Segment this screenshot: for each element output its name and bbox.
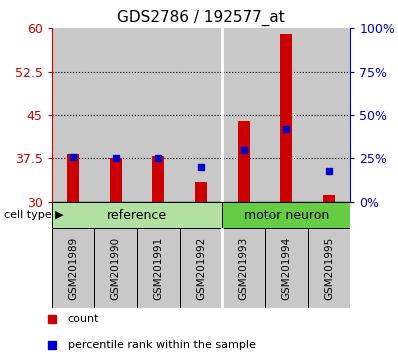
Bar [308,228,350,308]
Text: count: count [68,314,99,325]
Bar [195,182,207,202]
Bar [179,28,222,202]
Bar [52,202,222,228]
Bar [222,202,350,228]
Text: GSM201992: GSM201992 [196,236,206,300]
Bar [52,28,94,202]
Title: GDS2786 / 192577_at: GDS2786 / 192577_at [117,9,285,25]
Bar [94,228,137,308]
Bar [67,154,79,202]
Bar [137,228,179,308]
Bar [94,28,137,202]
Bar [52,228,94,308]
Bar [222,28,265,202]
Text: GSM201993: GSM201993 [239,236,249,300]
Text: GSM201995: GSM201995 [324,236,334,300]
Text: GSM201991: GSM201991 [153,236,163,300]
Bar [152,155,164,202]
Text: reference: reference [107,209,167,222]
Bar [222,228,265,308]
Text: GSM201989: GSM201989 [68,236,78,300]
Bar [280,34,292,202]
Text: GSM201994: GSM201994 [281,236,291,300]
Bar [265,228,308,308]
Bar [238,121,250,202]
Bar [179,228,222,308]
Bar [323,195,335,202]
Text: percentile rank within the sample: percentile rank within the sample [68,340,256,350]
Text: GSM201990: GSM201990 [111,236,121,300]
Bar [137,28,179,202]
Bar [308,28,350,202]
Text: motor neuron: motor neuron [244,209,329,222]
Bar [110,158,122,202]
Bar [265,28,308,202]
Text: cell type ▶: cell type ▶ [4,210,64,220]
